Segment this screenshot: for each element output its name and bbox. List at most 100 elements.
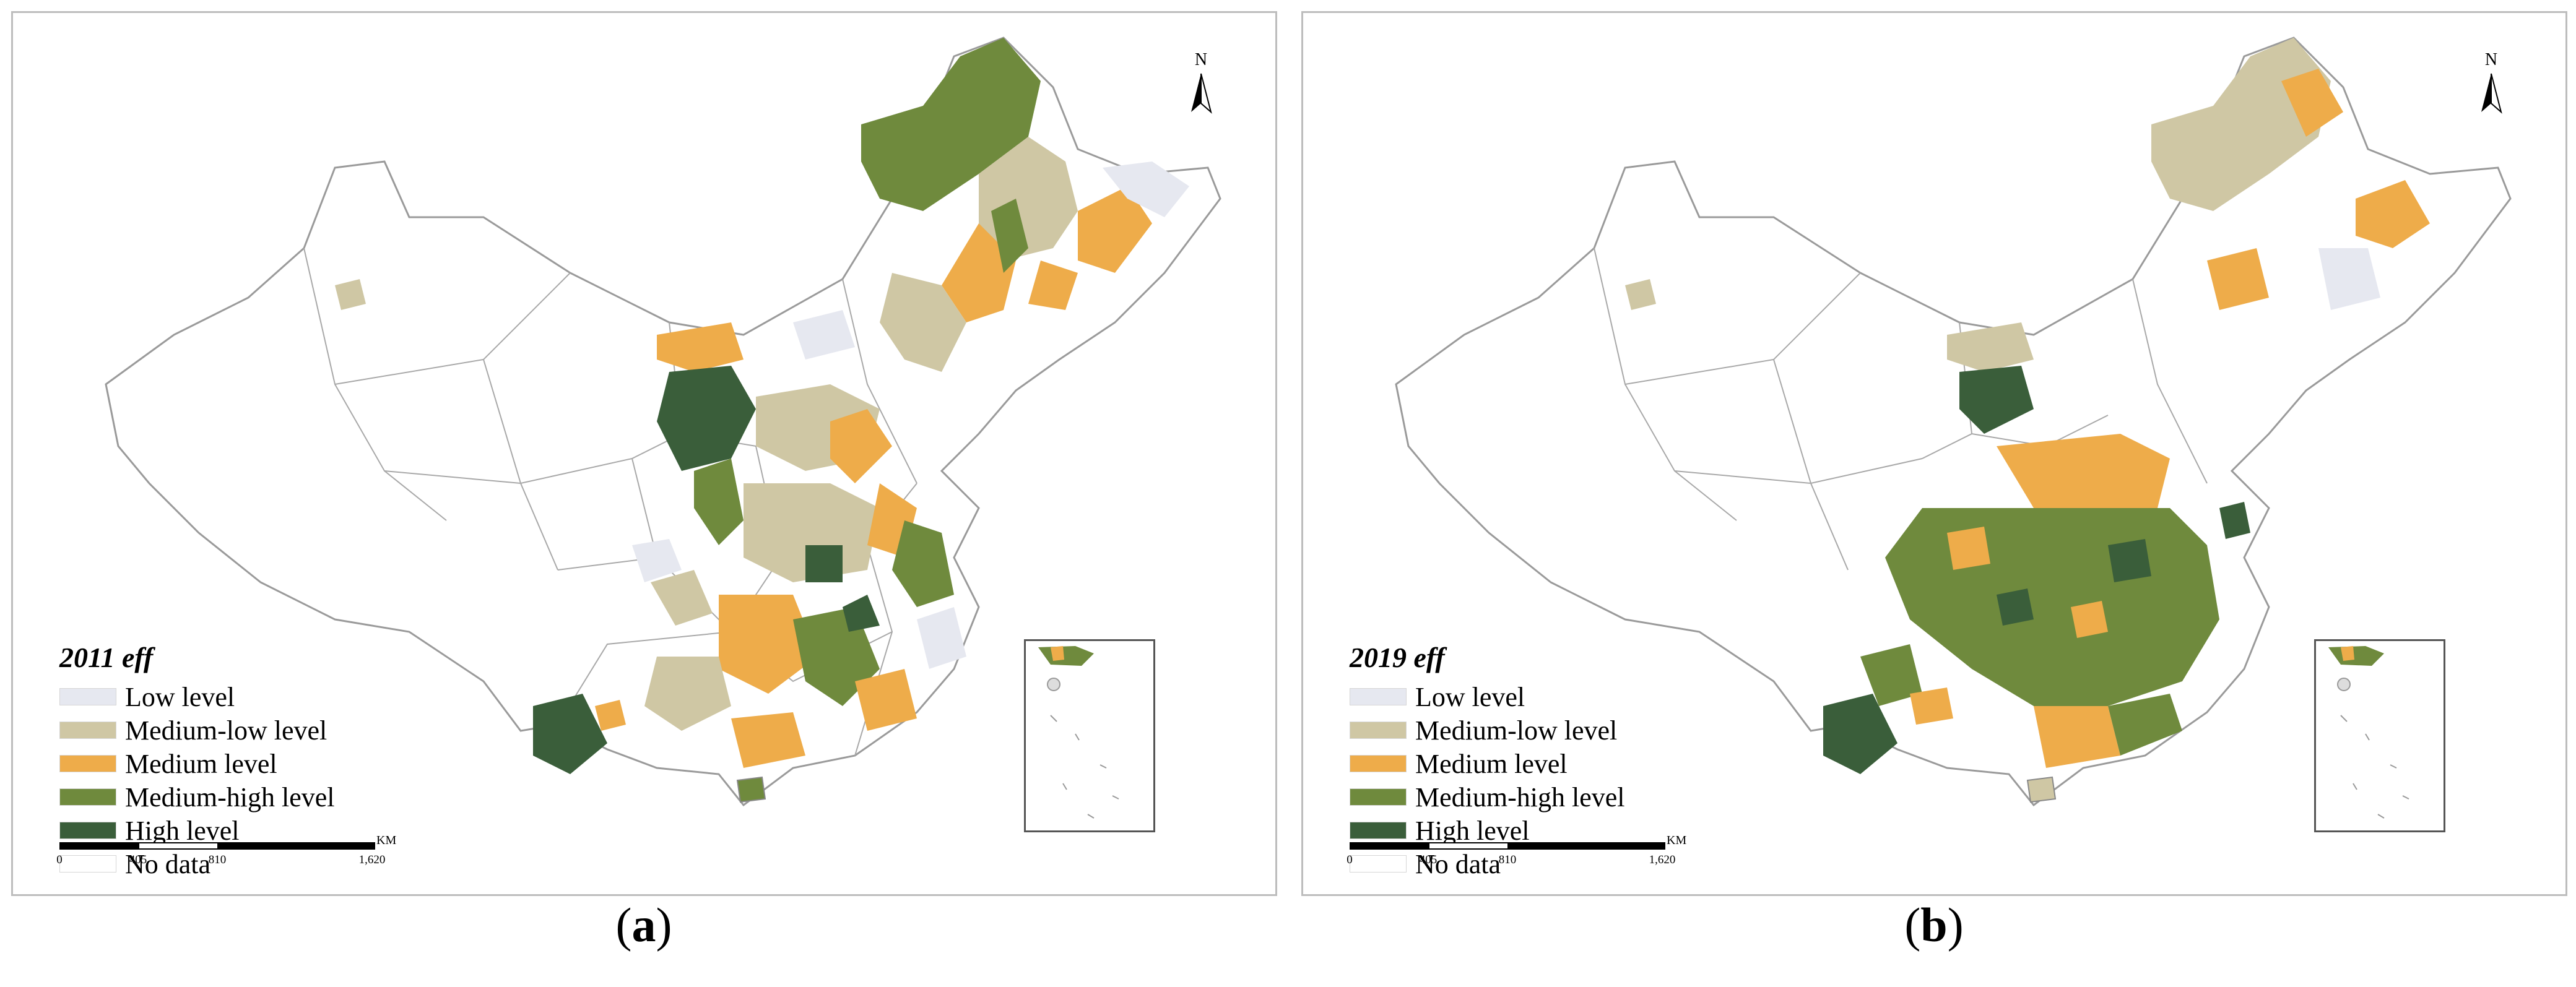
scale-tick: 1,620 — [1649, 853, 1676, 866]
region-west-medlow — [651, 570, 713, 626]
legend-swatch-high — [1350, 822, 1407, 839]
china-map-2019 — [1395, 37, 2512, 807]
legend-swatch-low — [59, 688, 116, 705]
scale-tick: 0 — [1347, 853, 1353, 866]
region-southwest-high — [1823, 694, 1897, 774]
legend-item-low: Low level — [59, 680, 335, 713]
region-south-medium-3 — [731, 712, 805, 768]
legend-item-medium: Medium level — [1350, 747, 1625, 780]
caption-paren-close: ) — [1947, 898, 1964, 952]
region-east-medhigh — [892, 520, 954, 607]
legend-swatch-high — [59, 822, 116, 839]
legend-swatch-low — [1350, 688, 1407, 705]
south-china-sea-inset — [2314, 639, 2445, 832]
region-ne-medium-1 — [2281, 69, 2343, 137]
legend-swatch-medium — [59, 755, 116, 772]
region-central-high-2 — [1997, 588, 2034, 626]
legend-item-no-data: No data — [1350, 847, 1625, 881]
region-ne-medium-3 — [1028, 261, 1078, 310]
region-north-medium-1 — [657, 322, 744, 372]
legend-label: High level — [125, 815, 240, 846]
legend-item-low: Low level — [1350, 680, 1625, 713]
legend-swatch-no-data — [1350, 855, 1407, 873]
legend-swatch-medium — [1350, 755, 1407, 772]
region-xinjiang-medlow — [335, 279, 366, 310]
region-southwest-high — [533, 694, 607, 774]
caption-b: (b) — [1904, 897, 1963, 953]
legend-item-medium-high: Medium-high level — [59, 780, 335, 814]
region-ne-medlow-2 — [880, 273, 966, 372]
scale-bar: KM 0 405 810 1,620 — [56, 834, 396, 879]
north-arrow: N — [1182, 50, 1220, 118]
legend-label: Medium level — [125, 748, 277, 779]
scale-tick: 810 — [1498, 853, 1517, 866]
region-north-medium-2 — [830, 409, 892, 483]
legend-item-no-data: No data — [59, 847, 335, 881]
scale-unit: KM — [1667, 834, 1687, 847]
north-arrow: N — [2473, 50, 2510, 118]
scale-tick: 1,620 — [358, 853, 386, 866]
scale-tick: 810 — [208, 853, 227, 866]
legend-swatch-medium-high — [1350, 788, 1407, 806]
region-south-medhigh — [2108, 694, 2182, 756]
north-letter: N — [2484, 50, 2498, 69]
legend-label: Low level — [1415, 681, 1525, 712]
region-east-high — [2219, 502, 2250, 539]
inset-map — [2328, 646, 2409, 819]
north-letter: N — [1194, 50, 1208, 69]
map-panel-2011: N 2011 eff Low level Medium-low level Me… — [11, 11, 1277, 896]
legend: 2019 eff Low level Medium-low level Medi… — [1350, 641, 1625, 881]
region-central-medium-2 — [1947, 527, 1990, 570]
region-north-high — [1959, 366, 2034, 434]
scale-bar-segments — [1350, 842, 1665, 850]
region-central-high-1 — [2108, 539, 2151, 582]
legend-label: Medium-low level — [1415, 715, 1618, 746]
south-china-sea-inset — [1024, 639, 1155, 832]
region-sw-medium — [595, 700, 626, 731]
region-low-scatter-3 — [632, 539, 682, 582]
scale-seg — [1507, 843, 1664, 848]
legend-swatch-no-data — [59, 855, 116, 873]
region-ne-low-1 — [1103, 162, 1189, 217]
inset-map — [1038, 646, 1119, 819]
region-south-medium-2 — [855, 669, 917, 731]
north-arrow-icon — [2481, 73, 2502, 114]
legend-item-high: High level — [59, 814, 335, 847]
region-xinjiang-medlow — [1625, 279, 1656, 310]
legend-item-medium-high: Medium-high level — [1350, 780, 1625, 814]
caption-a: (a) — [616, 897, 672, 953]
scale-seg — [217, 843, 374, 848]
scale-unit: KM — [376, 834, 397, 847]
region-northeast-medhigh — [861, 38, 1041, 211]
region-south-medium — [2034, 706, 2120, 768]
region-central-medlow — [744, 483, 880, 582]
scale-seg — [61, 843, 139, 848]
caption-letter: b — [1920, 898, 1948, 952]
region-ne-medium-3 — [2207, 248, 2269, 310]
region-ne-low — [2318, 248, 2380, 310]
scale-bar-segments — [59, 842, 375, 850]
scale-tick: 405 — [1419, 853, 1438, 866]
caption-paren-open: ( — [615, 898, 632, 952]
legend-label: Medium-high level — [125, 782, 335, 812]
region-ne-medium-1 — [1078, 186, 1152, 273]
legend-label: Medium-low level — [125, 715, 327, 746]
scale-seg — [1351, 843, 1429, 848]
region-low-scatter-1 — [793, 310, 855, 360]
region-north-high — [657, 366, 756, 471]
china-outline — [1395, 37, 2512, 807]
legend: 2011 eff Low level Medium-low level Medi… — [59, 641, 335, 881]
caption-paren-open: ( — [1904, 898, 1921, 952]
north-arrow-icon — [1191, 73, 1212, 114]
region-ne-medium-2 — [2356, 180, 2430, 248]
region-north-medlow — [1947, 322, 2034, 372]
legend-label: Medium-high level — [1415, 782, 1625, 812]
scale-seg — [1429, 843, 1507, 848]
region-central-high — [805, 545, 843, 582]
legend-item-medium: Medium level — [59, 747, 335, 780]
caption-letter: a — [631, 898, 656, 952]
scale-tick: 405 — [129, 853, 147, 866]
legend-title: 2019 eff — [1350, 642, 1445, 673]
legend-title: 2011 eff — [59, 642, 154, 673]
legend-label: Low level — [125, 681, 235, 712]
